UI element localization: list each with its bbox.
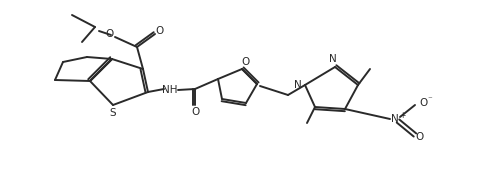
Text: N: N bbox=[294, 80, 302, 90]
Text: N: N bbox=[329, 54, 337, 64]
Text: S: S bbox=[110, 108, 116, 118]
Text: +: + bbox=[399, 110, 405, 119]
Text: O: O bbox=[419, 98, 427, 108]
Text: O: O bbox=[191, 107, 199, 117]
Text: O: O bbox=[416, 132, 424, 142]
Text: O: O bbox=[105, 29, 113, 39]
Text: ⁻: ⁻ bbox=[428, 96, 432, 104]
Text: O: O bbox=[156, 26, 164, 36]
Text: NH: NH bbox=[162, 85, 178, 95]
Text: N: N bbox=[391, 114, 399, 124]
Text: O: O bbox=[241, 57, 249, 67]
